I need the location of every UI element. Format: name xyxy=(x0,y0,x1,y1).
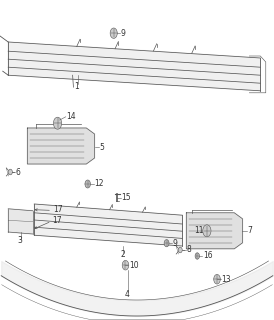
Text: 3: 3 xyxy=(17,236,22,245)
Circle shape xyxy=(53,117,62,129)
Text: 10: 10 xyxy=(129,261,138,270)
Text: 9: 9 xyxy=(172,239,177,248)
Text: 2: 2 xyxy=(120,250,125,259)
Text: 1: 1 xyxy=(74,82,79,91)
Text: 5: 5 xyxy=(99,143,104,152)
Circle shape xyxy=(214,275,220,284)
Polygon shape xyxy=(8,209,33,234)
Text: 13: 13 xyxy=(221,275,231,284)
Text: 16: 16 xyxy=(203,252,212,260)
Circle shape xyxy=(164,240,169,247)
Text: 15: 15 xyxy=(121,194,131,203)
Text: 4: 4 xyxy=(125,290,130,299)
Text: 17: 17 xyxy=(52,216,62,225)
Circle shape xyxy=(178,247,182,253)
Circle shape xyxy=(195,253,199,259)
Polygon shape xyxy=(8,42,260,91)
Polygon shape xyxy=(27,128,95,164)
Text: 8: 8 xyxy=(186,245,191,254)
Text: 11: 11 xyxy=(194,226,203,235)
Polygon shape xyxy=(186,213,242,249)
Circle shape xyxy=(8,169,12,175)
Text: 14: 14 xyxy=(66,112,76,121)
Text: 7: 7 xyxy=(247,226,252,235)
Circle shape xyxy=(110,28,117,38)
Text: 6: 6 xyxy=(16,167,21,177)
Text: 17: 17 xyxy=(53,205,62,214)
Circle shape xyxy=(122,260,129,270)
Circle shape xyxy=(85,180,90,188)
Text: 9: 9 xyxy=(121,29,125,38)
Polygon shape xyxy=(34,204,182,246)
Circle shape xyxy=(203,225,211,237)
Text: 12: 12 xyxy=(94,180,104,188)
